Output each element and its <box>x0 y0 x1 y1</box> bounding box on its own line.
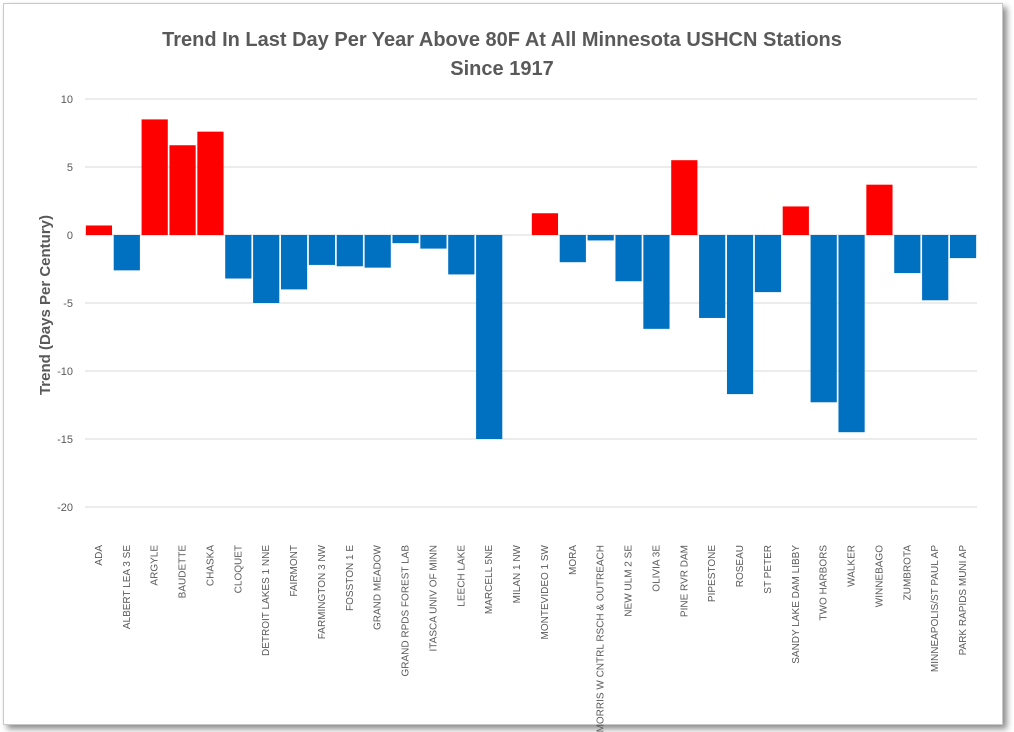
bar <box>253 235 280 303</box>
bar <box>643 235 670 329</box>
x-tick-label: CHASKA <box>205 545 216 586</box>
x-tick-label: ITASCA UNIV OF MINN <box>428 545 439 652</box>
bar <box>392 235 419 244</box>
x-tick-label: MINNEAPOLIS/ST PAUL AP <box>930 545 941 672</box>
bar <box>587 235 614 241</box>
x-tick-label: GRAND RPDS FOREST LAB <box>401 545 412 677</box>
bar <box>754 235 782 293</box>
bar <box>280 235 308 290</box>
bar <box>169 145 196 235</box>
x-tick-label: OLIVIA 3E <box>651 545 662 592</box>
x-tick-label: CLOQUET <box>233 545 244 593</box>
bars <box>85 119 977 439</box>
x-tick-label: ADA <box>94 545 105 566</box>
bar <box>85 225 113 235</box>
x-tick-label: ALBERT LEA 3 SE <box>122 545 133 629</box>
x-tick-label: ROSEAU <box>735 545 746 587</box>
bar <box>197 131 224 235</box>
x-tick-label: PARK RAPIDS MUNI AP <box>958 545 969 656</box>
y-tick-label: 5 <box>67 162 73 174</box>
chart-subtitle: Since 1917 <box>450 58 554 80</box>
x-tick-label: LEECH LAKE <box>456 545 467 607</box>
x-tick-label: WINNEBAGO <box>874 545 885 607</box>
x-tick-label: MORA <box>568 545 579 575</box>
x-tick-label: BAUDETTE <box>178 545 189 599</box>
bar <box>699 235 726 318</box>
bar <box>113 235 140 271</box>
x-tick-label: NEW ULM 2 SE <box>624 545 635 617</box>
bar <box>615 235 642 282</box>
x-axis-labels: ADA ALBERT LEA 3 SE ARGYLE BAUDETTE CHASKA CL… <box>94 544 969 732</box>
x-tick-label: MILAN 1 NW <box>512 544 523 603</box>
bar <box>726 235 754 395</box>
bar <box>225 235 252 279</box>
x-tick-label: MARCELL 5NE <box>484 545 495 614</box>
y-tick-label: -20 <box>57 502 73 514</box>
x-tick-label: FOSSTON 1 E <box>345 545 356 611</box>
x-tick-label: FAIRMONT <box>289 545 300 597</box>
bar <box>559 235 586 263</box>
bar <box>922 235 949 301</box>
bar <box>476 235 503 439</box>
bar <box>782 206 809 235</box>
bar <box>671 160 698 235</box>
x-tick-label: PIPESTONE <box>707 545 718 602</box>
x-tick-label: DETROIT LAKES 1 NNE <box>261 545 272 656</box>
y-tick-label: -10 <box>57 366 73 378</box>
bar <box>364 235 391 268</box>
x-tick-label: GRAND MEADOW <box>373 544 384 630</box>
x-tick-label: ZUMBROTA <box>902 545 913 601</box>
bar <box>308 235 336 265</box>
x-tick-label: SANDY LAKE DAM LIBBY <box>791 545 802 664</box>
x-tick-label: FARMINGTON 3 NW <box>317 544 328 639</box>
bar <box>420 235 447 249</box>
y-tick-label: -5 <box>63 298 73 310</box>
y-tick-label: 0 <box>67 230 73 242</box>
x-tick-label: MORRIS W CNTRL RSCH & OUTREACH <box>596 545 607 732</box>
y-tick-label: -15 <box>57 434 73 446</box>
chart-title: Trend In Last Day Per Year Above 80F At … <box>162 29 842 51</box>
bar <box>336 235 363 267</box>
bar <box>894 235 921 274</box>
x-tick-label: PINE RVR DAM <box>679 545 690 617</box>
bar <box>448 235 475 275</box>
x-tick-label: TWO HARBORS <box>819 545 830 621</box>
x-tick-label: MONTEVIDEO 1 SW <box>540 544 551 639</box>
bar <box>810 235 837 403</box>
x-tick-label: WALKER <box>847 545 858 587</box>
y-axis-ticks: 10 5 0 -5 -10 -15 -20 <box>57 94 73 514</box>
y-axis-label: Trend (Days Per Century) <box>37 215 54 395</box>
x-tick-label: ARGYLE <box>150 545 161 586</box>
bar <box>141 119 168 235</box>
bar <box>531 213 559 235</box>
x-tick-label: ST PETER <box>763 545 774 594</box>
y-tick-label: 10 <box>61 94 73 106</box>
bar <box>866 184 893 235</box>
bar <box>838 235 865 433</box>
bar <box>949 235 977 259</box>
